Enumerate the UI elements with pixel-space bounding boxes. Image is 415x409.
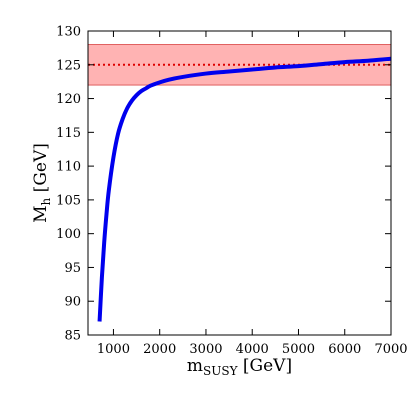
- plot-layer: [87, 44, 392, 322]
- y-tick-label: 105: [56, 193, 81, 208]
- x-tick-label: 5000: [282, 342, 315, 357]
- x-axis-label-sub: SUSY: [203, 364, 239, 378]
- x-tick-label: 3000: [189, 342, 222, 357]
- plot-frame: [87, 30, 392, 336]
- y-tick-label: 130: [56, 25, 81, 40]
- y-tick-label: 95: [64, 261, 81, 276]
- y-axis-label-sub: h: [39, 197, 53, 205]
- y-tick-label: 115: [56, 126, 81, 141]
- x-tick-label: 7000: [374, 342, 407, 357]
- y-tick-label: 90: [64, 295, 81, 310]
- series-line-0: [97, 56, 392, 322]
- y-axis-label-main: M: [31, 205, 51, 222]
- x-axis-label-unit: [GeV]: [238, 356, 293, 376]
- x-tick-label: 4000: [236, 342, 269, 357]
- tick-layer: 1000 2000 3000 4000 5000 6000 7000 85 90 95 100 105…: [56, 25, 407, 358]
- x-tick-label: 6000: [328, 342, 361, 357]
- x-axis-label-main: m: [187, 356, 203, 376]
- y-tick-label: 125: [56, 58, 81, 73]
- y-tick-label: 120: [56, 92, 81, 107]
- y-axis-label-unit: [GeV]: [31, 143, 51, 198]
- y-axis-label: Mh [GeV]: [31, 143, 53, 223]
- y-tick-label: 110: [56, 160, 81, 175]
- y-tick-label: 100: [56, 227, 81, 242]
- x-axis-label: mSUSY [GeV]: [187, 356, 292, 378]
- y-tick-label: 85: [64, 329, 81, 344]
- x-tick-label: 1000: [97, 342, 130, 357]
- x-tick-label: 2000: [143, 342, 176, 357]
